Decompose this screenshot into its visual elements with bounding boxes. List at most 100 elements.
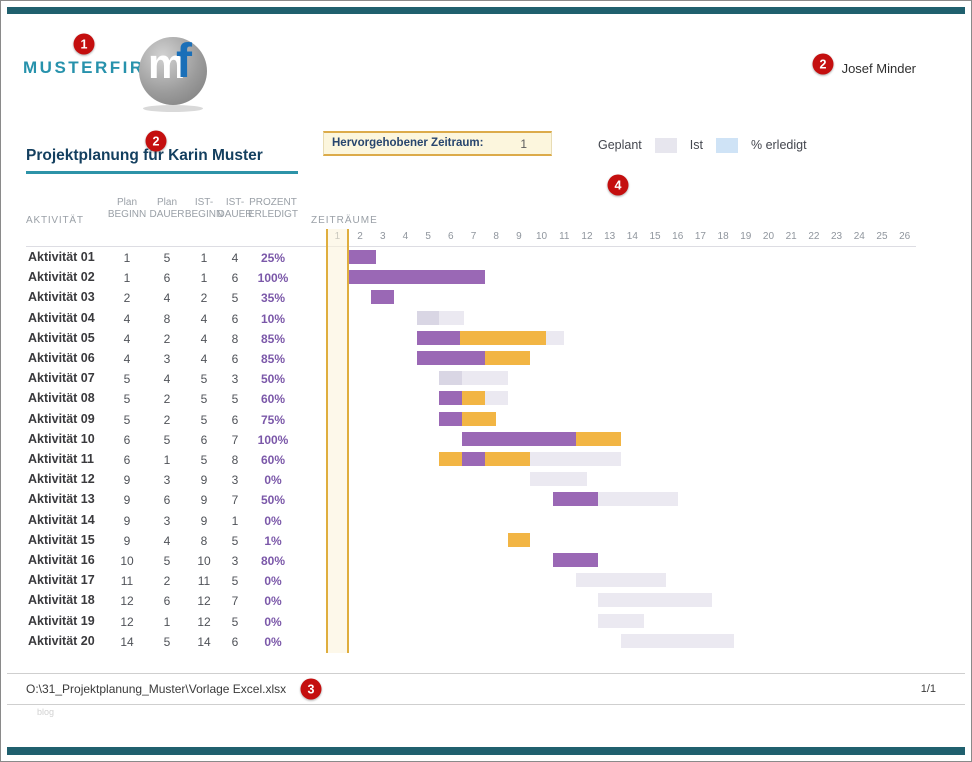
cell-value: 4: [200, 311, 208, 326]
gantt-track: [326, 611, 916, 631]
activity-label: Aktivität 09: [28, 411, 95, 426]
column-header-erledigt: PROZENT ERLEDIGT: [247, 197, 298, 220]
period-label: 9: [516, 231, 522, 242]
cell-value: 12: [197, 594, 211, 609]
period-label: 3: [379, 231, 386, 242]
activity-label: Aktivität 16: [28, 553, 95, 567]
period-label: 18: [717, 231, 729, 242]
cell-value: 5: [200, 453, 208, 467]
percent-complete: 1%: [264, 533, 282, 548]
period-label: 7: [470, 231, 477, 242]
column-headers: Plan BEGINN Plan DAUER IST- BEGINN IST- DAUER PR…: [1, 197, 971, 227]
cell-value: 11: [120, 574, 134, 589]
table-row: Aktivität 07 5 4 5 3 50%: [1, 368, 971, 388]
activity-label: Aktivität 13: [28, 492, 95, 507]
gantt-track: [326, 348, 916, 368]
period-label: 14: [626, 231, 638, 242]
title-underline: [26, 171, 298, 174]
activity-label: Aktivität 19: [28, 613, 95, 628]
cell-value: 7: [231, 493, 239, 508]
cell-value: 4: [123, 331, 131, 346]
watermark: blog: [37, 707, 55, 717]
cell-value: 5: [163, 634, 171, 649]
gantt-bar-ist: [552, 553, 599, 567]
cell-value: 6: [231, 311, 239, 326]
legend: Geplant Ist % erledigt: [598, 133, 807, 157]
column-header-activity: AKTIVITÄT: [26, 215, 84, 226]
cell-value: 1: [200, 271, 208, 286]
activity-label: Aktivität 14: [28, 512, 95, 527]
cell-value: 9: [200, 513, 208, 528]
period-label: 22: [808, 231, 820, 242]
activity-label: Aktivität 17: [28, 573, 95, 588]
table-row: Aktivität 10 6 5 6 7 100%: [1, 429, 971, 449]
gantt-track: [326, 469, 916, 489]
gantt-bar-ist: [439, 411, 463, 426]
cell-value: 2: [163, 392, 171, 407]
cell-value: 9: [200, 473, 208, 488]
period-label: 4: [402, 231, 409, 242]
gantt-bar-ist: [439, 391, 463, 406]
percent-complete: 35%: [260, 291, 286, 306]
table-row: Aktivität 15 9 4 8 5 1%: [1, 530, 971, 550]
activity-label: Aktivität 11: [28, 452, 95, 466]
gantt-track: [326, 409, 916, 429]
gantt-track: [326, 510, 916, 530]
cell-value: 3: [163, 473, 171, 488]
gantt-bar-pct: [484, 452, 531, 466]
cell-value: 9: [123, 513, 131, 528]
period-label: 5: [425, 231, 431, 242]
cell-value: 2: [200, 291, 208, 306]
period-label: 24: [853, 231, 865, 242]
gantt-bar-pct: [462, 391, 485, 406]
cell-value: 5: [231, 533, 239, 548]
annotation-marker-4: 4: [607, 174, 629, 196]
annotation-marker-2: 2: [812, 53, 834, 75]
table-row: Aktivität 05 4 2 4 8 85%: [1, 328, 971, 348]
percent-complete: 0%: [264, 614, 282, 629]
cell-value: 1: [123, 271, 131, 286]
gantt-bar-plan: [530, 452, 621, 466]
gantt-track: [326, 570, 916, 590]
cell-value: 3: [231, 372, 239, 387]
percent-complete: 0%: [264, 473, 282, 488]
table-row: Aktivität 12 9 3 9 3 0%: [1, 469, 971, 489]
table-row: Aktivität 14 9 3 9 1 0%: [1, 510, 971, 530]
gantt-bar-ist: [552, 492, 599, 507]
cell-value: 3: [231, 473, 239, 488]
period-label: 19: [740, 231, 752, 242]
cell-value: 5: [123, 412, 131, 427]
table-row: Aktivität 13 9 6 9 7 50%: [1, 489, 971, 509]
activity-label: Aktivität 01: [28, 250, 95, 264]
percent-complete: 0%: [264, 634, 282, 649]
activity-label: Aktivität 02: [28, 270, 95, 285]
company-logo-text: MUSTERFIRMA: [23, 58, 177, 77]
cell-value: 4: [163, 372, 171, 387]
gantt-track: [326, 590, 916, 610]
percent-complete: 100%: [257, 432, 289, 447]
table-row: Aktivität 04 4 8 4 6 10%: [1, 308, 971, 328]
cell-value: 9: [123, 493, 131, 508]
period-label: 17: [694, 231, 706, 242]
gantt-track: [326, 449, 916, 469]
table-row: Aktivität 17 11 2 11 5 0%: [1, 570, 971, 590]
cell-value: 9: [123, 533, 131, 548]
activity-label: Aktivität 08: [28, 391, 95, 406]
activity-label: Aktivität 05: [28, 330, 95, 345]
gantt-track: [326, 308, 916, 328]
cell-value: 8: [231, 331, 239, 346]
table-row: Aktivität 19 12 1 12 5 0%: [1, 611, 971, 631]
period-label: 10: [536, 231, 548, 242]
table-row: Aktivität 09 5 2 5 6 75%: [1, 409, 971, 429]
cell-value: 5: [163, 251, 171, 265]
table-row: Aktivität 16 10 5 10 3 80%: [1, 550, 971, 570]
cell-value: 2: [163, 331, 171, 346]
cell-value: 14: [120, 634, 134, 649]
percent-complete: 85%: [260, 352, 286, 366]
cell-value: 8: [231, 453, 239, 467]
highlighted-period-value[interactable]: 1: [520, 137, 527, 151]
cell-value: 2: [123, 291, 131, 306]
cell-value: 9: [123, 473, 131, 488]
logo-letter-m: m: [148, 40, 186, 87]
